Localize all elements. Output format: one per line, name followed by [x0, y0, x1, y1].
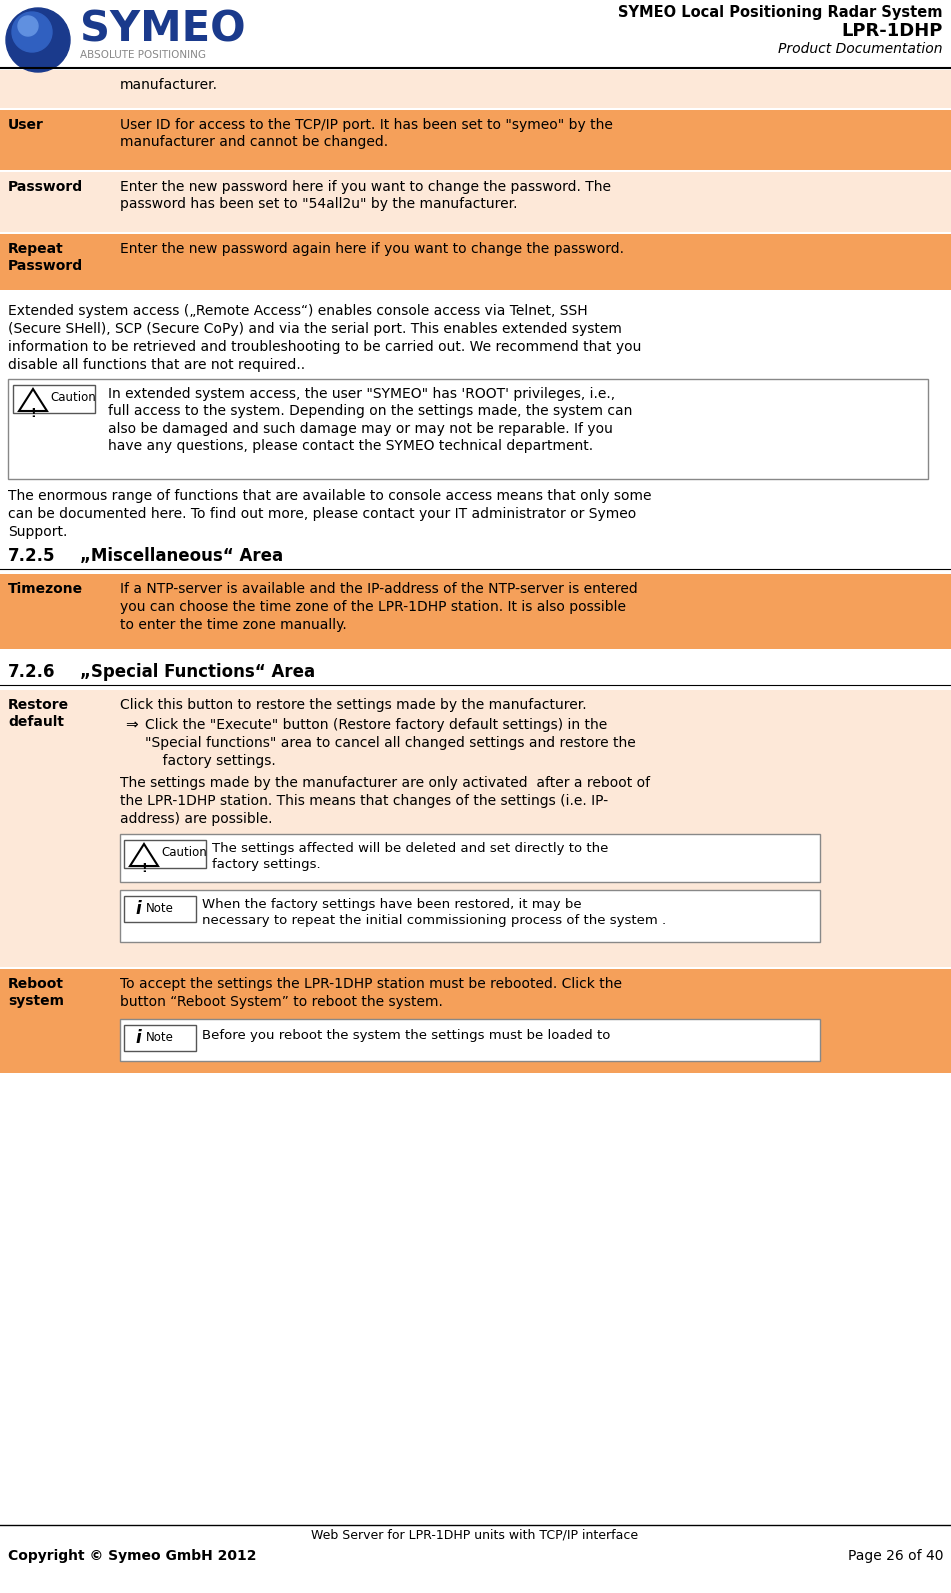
- Text: i: i: [135, 900, 141, 918]
- Text: The enormous range of functions that are available to console access means that : The enormous range of functions that are…: [8, 489, 651, 538]
- Bar: [0, 110, 951, 170]
- Text: Restore
default: Restore default: [8, 698, 69, 730]
- Text: !: !: [141, 862, 146, 875]
- Text: Product Documentation: Product Documentation: [779, 41, 943, 56]
- Circle shape: [6, 8, 70, 72]
- Bar: [120, 835, 820, 883]
- Text: Caution: Caution: [50, 390, 96, 405]
- Bar: [0, 573, 951, 648]
- Bar: [8, 379, 928, 479]
- Text: Enter the new password here if you want to change the password. The
password has: Enter the new password here if you want …: [120, 180, 611, 212]
- Bar: [0, 172, 951, 233]
- Text: Copyright © Symeo GmbH 2012: Copyright © Symeo GmbH 2012: [8, 1548, 257, 1563]
- Circle shape: [18, 16, 38, 37]
- Text: SYMEO Local Positioning Radar System: SYMEO Local Positioning Radar System: [618, 5, 943, 21]
- Text: ABSOLUTE POSITIONING: ABSOLUTE POSITIONING: [80, 49, 206, 61]
- Text: 7.2.6: 7.2.6: [8, 663, 55, 680]
- Text: Caution: Caution: [161, 846, 206, 859]
- Text: SYMEO: SYMEO: [80, 8, 245, 49]
- Bar: [0, 690, 951, 967]
- Text: Click the "Execute" button (Restore factory default settings) in the
"Special fu: Click the "Execute" button (Restore fact…: [145, 718, 636, 768]
- Text: Reboot
system: Reboot system: [8, 977, 64, 1008]
- Text: The settings made by the manufacturer are only activated  after a reboot of
the : The settings made by the manufacturer ar…: [120, 776, 650, 825]
- Text: Repeat
Password: Repeat Password: [8, 242, 83, 274]
- Bar: [124, 895, 196, 922]
- Text: In extended system access, the user "SYMEO" has 'ROOT' privileges, i.e.,
full ac: In extended system access, the user "SYM…: [108, 387, 632, 452]
- Text: ⇒: ⇒: [125, 718, 138, 733]
- Text: 7.2.5: 7.2.5: [8, 546, 55, 566]
- Text: Before you reboot the system the settings must be loaded to: Before you reboot the system the setting…: [202, 1029, 611, 1042]
- Text: Page 26 of 40: Page 26 of 40: [847, 1548, 943, 1563]
- Bar: [120, 890, 820, 941]
- Text: When the factory settings have been restored, it may be
necessary to repeat the : When the factory settings have been rest…: [202, 898, 666, 927]
- Bar: [120, 1020, 820, 1061]
- Bar: [13, 386, 95, 413]
- Text: User ID for access to the TCP/IP port. It has been set to "symeo" by the
manufac: User ID for access to the TCP/IP port. I…: [120, 118, 612, 150]
- Text: „Special Functions“ Area: „Special Functions“ Area: [80, 663, 315, 680]
- Text: Extended system access („Remote Access“) enables console access via Telnet, SSH
: Extended system access („Remote Access“)…: [8, 304, 641, 371]
- Text: Note: Note: [146, 1031, 174, 1043]
- Bar: [0, 234, 951, 290]
- Polygon shape: [130, 844, 158, 867]
- Text: To accept the settings the LPR-1DHP station must be rebooted. Click the
button “: To accept the settings the LPR-1DHP stat…: [120, 977, 622, 1008]
- Bar: [124, 840, 206, 868]
- Text: LPR-1DHP: LPR-1DHP: [842, 22, 943, 40]
- Text: Web Server for LPR-1DHP units with TCP/IP interface: Web Server for LPR-1DHP units with TCP/I…: [311, 1529, 638, 1542]
- Text: i: i: [135, 1029, 141, 1047]
- Polygon shape: [19, 389, 47, 411]
- Text: Note: Note: [146, 902, 174, 914]
- Text: The settings affected will be deleted and set directly to the
factory settings.: The settings affected will be deleted an…: [212, 843, 609, 871]
- Bar: [0, 969, 951, 1074]
- Text: User: User: [8, 118, 44, 132]
- Bar: [0, 70, 951, 108]
- Text: Click this button to restore the settings made by the manufacturer.: Click this button to restore the setting…: [120, 698, 587, 712]
- Text: Password: Password: [8, 180, 83, 194]
- Text: Timezone: Timezone: [8, 581, 83, 596]
- Bar: [124, 1024, 196, 1051]
- Text: If a NTP-server is available and the IP-address of the NTP-server is entered
you: If a NTP-server is available and the IP-…: [120, 581, 638, 632]
- Circle shape: [12, 13, 52, 53]
- Text: „Miscellaneous“ Area: „Miscellaneous“ Area: [80, 546, 283, 566]
- Text: Enter the new password again here if you want to change the password.: Enter the new password again here if you…: [120, 242, 624, 256]
- Text: manufacturer.: manufacturer.: [120, 78, 218, 92]
- Text: !: !: [30, 406, 36, 421]
